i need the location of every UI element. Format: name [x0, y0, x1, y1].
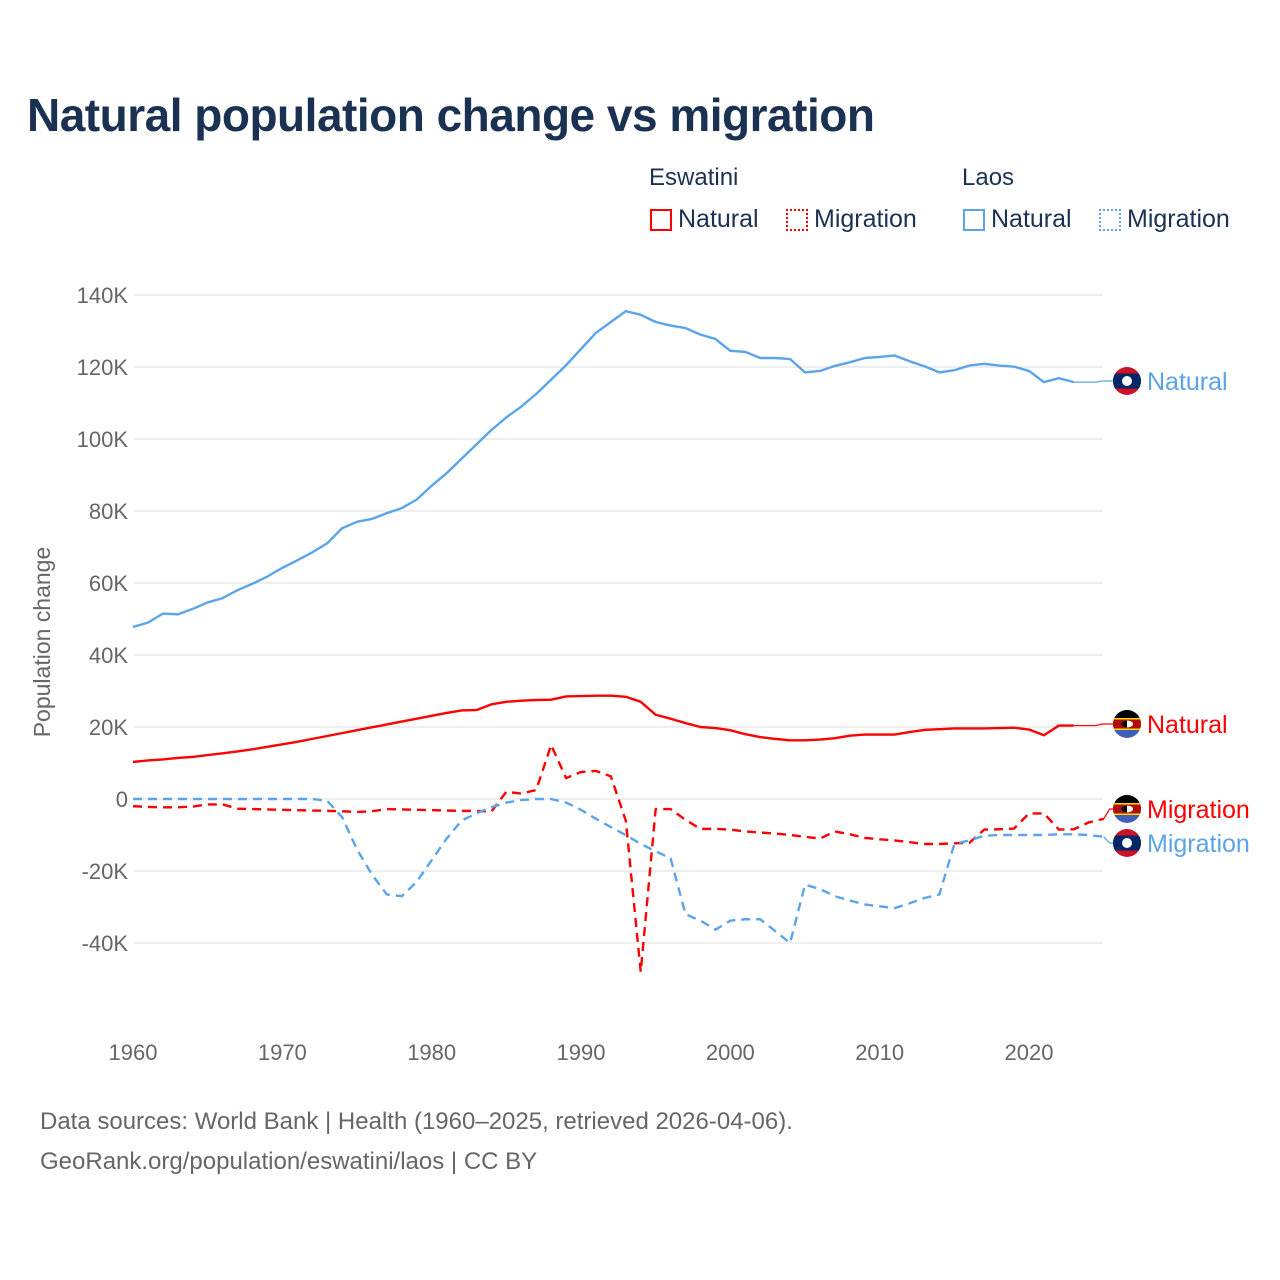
legend-item-eswatini-natural[interactable]: Natural — [650, 205, 759, 234]
flag-disc — [1122, 838, 1132, 848]
end-label-laos-migration: Migration — [1103, 829, 1250, 858]
footer-sources: Data sources: World Bank | Health (1960–… — [40, 1108, 793, 1135]
legend-item-laos-natural[interactable]: Natural — [963, 205, 1072, 234]
y-tick-label: 20K — [89, 715, 128, 740]
legend-swatch — [650, 208, 672, 231]
flag-eswatini-icon — [1113, 795, 1141, 823]
flag-eswatini-icon — [1113, 710, 1141, 738]
x-tick-label: 2010 — [855, 1040, 904, 1065]
chart-title: Natural population change vs migration — [27, 89, 875, 141]
label-connector — [1103, 808, 1113, 820]
end-label-text: Natural — [1147, 368, 1228, 396]
legend-item-eswatini-migration[interactable]: Migration — [786, 205, 917, 234]
footer-attribution: GeoRank.org/population/eswatini/laos | C… — [40, 1148, 538, 1175]
legend-swatch — [1099, 208, 1121, 231]
y-tick-label: 100K — [77, 427, 129, 452]
series-line-laos-migration — [133, 797, 1104, 945]
flag-body — [1113, 795, 1141, 823]
y-tick-label: 0 — [116, 787, 128, 812]
y-tick-label: -20K — [82, 859, 129, 884]
end-label-text: Migration — [1147, 830, 1250, 858]
y-tick-label: 80K — [89, 499, 128, 524]
series-line-laos-natural — [132, 310, 1075, 629]
flag-body — [1113, 710, 1141, 738]
flag-body — [1113, 829, 1141, 857]
flag-disc — [1122, 376, 1132, 386]
series-line-eswatini-migration — [132, 743, 1104, 973]
label-connector — [1073, 380, 1113, 383]
x-tick-label: 2020 — [1005, 1040, 1054, 1065]
end-label-text: Natural — [1147, 711, 1228, 739]
label-connector — [1103, 836, 1113, 844]
flag-top — [1113, 795, 1141, 804]
label-connector — [1073, 723, 1113, 727]
series-line-eswatini-natural — [132, 694, 1074, 764]
legend-label: Migration — [814, 205, 917, 233]
legend-label: Migration — [1127, 205, 1230, 233]
flag-laos-icon — [1113, 829, 1141, 857]
legend-item-laos-migration[interactable]: Migration — [1099, 205, 1230, 234]
y-tick-label: 120K — [77, 355, 129, 380]
legend-group-eswatini: Eswatini — [649, 164, 739, 191]
x-tick-label: 2000 — [706, 1040, 755, 1065]
legend-label: Natural — [991, 205, 1072, 233]
legend-swatch — [963, 208, 985, 231]
y-tick-label: 60K — [89, 571, 128, 596]
legend-swatch — [786, 208, 808, 231]
y-tick-label: 40K — [89, 643, 128, 668]
x-tick-label: 1980 — [407, 1040, 456, 1065]
end-label-text: Migration — [1147, 796, 1250, 824]
legend-label: Natural — [678, 205, 759, 233]
flag-top — [1113, 710, 1141, 719]
flag-shield-dark — [1121, 720, 1127, 728]
x-tick-label: 1960 — [109, 1040, 158, 1065]
flag-laos-icon — [1113, 367, 1141, 395]
end-label-laos-natural: Natural — [1073, 367, 1228, 396]
flag-shield-dark — [1121, 805, 1127, 813]
y-tick-label: 140K — [77, 283, 129, 308]
y-axis-label: Population change — [29, 547, 55, 738]
flag-body — [1113, 367, 1141, 395]
legend-group-laos: Laos — [962, 164, 1015, 191]
y-tick-label: -40K — [82, 931, 129, 956]
x-tick-label: 1990 — [557, 1040, 606, 1065]
x-tick-label: 1970 — [258, 1040, 307, 1065]
end-label-eswatini-migration: Migration — [1103, 795, 1250, 824]
end-label-eswatini-natural: Natural — [1073, 710, 1228, 739]
